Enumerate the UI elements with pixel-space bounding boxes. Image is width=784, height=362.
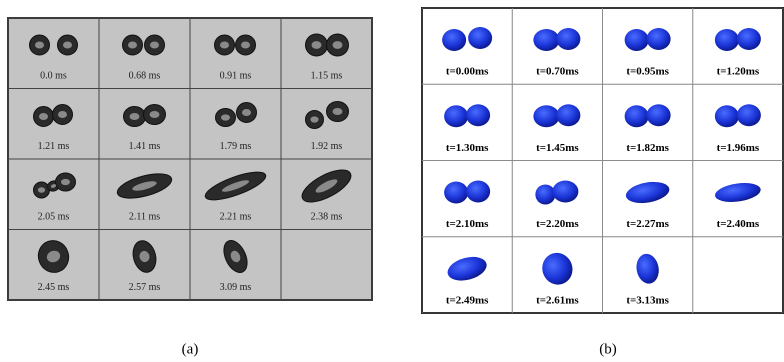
time-label: t=2.61ms	[536, 294, 579, 306]
droplet-highlight	[35, 42, 44, 49]
time-label: 2.38 ms	[311, 211, 343, 222]
droplet-render	[715, 29, 739, 51]
time-label: t=0.70ms	[536, 66, 579, 78]
droplet-highlight	[150, 42, 159, 49]
droplet-highlight	[333, 41, 343, 49]
time-label: 2.57 ms	[129, 282, 161, 293]
time-label: 2.11 ms	[129, 211, 160, 222]
time-label: t=3.13ms	[626, 294, 669, 306]
time-label: 1.41 ms	[129, 141, 161, 152]
droplet-render	[533, 105, 559, 127]
droplet-highlight	[242, 109, 251, 116]
time-label: t=2.10ms	[446, 218, 489, 230]
time-label: t=1.82ms	[626, 142, 669, 154]
time-label: 1.79 ms	[220, 141, 252, 152]
droplet-highlight	[221, 114, 230, 120]
droplet-highlight	[38, 187, 45, 193]
droplet-render	[737, 104, 761, 126]
droplet-highlight	[61, 179, 70, 185]
droplet-render	[533, 29, 559, 51]
droplet-render	[468, 27, 492, 49]
time-label: 0.68 ms	[129, 70, 161, 81]
droplet-highlight	[130, 113, 140, 120]
droplet-render	[552, 181, 578, 203]
time-label: 0.91 ms	[220, 70, 252, 81]
time-label: t=2.49ms	[446, 294, 489, 306]
time-label: 3.09 ms	[220, 282, 252, 293]
caption-a: (a)	[182, 341, 199, 357]
caption-b: (b)	[599, 341, 617, 357]
time-label: 1.92 ms	[311, 141, 343, 152]
time-label: 2.05 ms	[38, 211, 70, 222]
droplet-render	[647, 28, 671, 50]
droplet-render	[625, 105, 649, 127]
droplet-render	[647, 104, 671, 126]
time-label: t=2.40ms	[717, 218, 760, 230]
time-label: t=2.27ms	[626, 218, 669, 230]
time-label: t=1.45ms	[536, 142, 579, 154]
droplet-highlight	[312, 41, 322, 49]
droplet-highlight	[150, 111, 160, 118]
droplet-render	[466, 104, 490, 126]
droplet-render	[556, 104, 580, 126]
time-label: 0.0 ms	[40, 70, 67, 81]
droplet-highlight	[58, 111, 67, 118]
droplet-highlight	[220, 42, 229, 49]
droplet-highlight	[333, 108, 343, 115]
droplet-render	[466, 181, 490, 203]
time-label: t=1.96ms	[717, 142, 760, 154]
time-label: t=2.20ms	[536, 218, 579, 230]
time-label: 1.21 ms	[38, 141, 70, 152]
time-label: t=0.00ms	[446, 66, 489, 78]
droplet-render	[535, 185, 555, 205]
droplet-highlight	[63, 42, 72, 49]
time-label: t=1.30ms	[446, 142, 489, 154]
time-label: 2.21 ms	[220, 211, 252, 222]
droplet-highlight	[241, 42, 250, 49]
droplet-highlight	[128, 42, 137, 49]
time-label: 1.15 ms	[311, 70, 343, 81]
droplet-render	[625, 29, 649, 51]
droplet-render	[444, 105, 468, 127]
droplet-render	[737, 28, 761, 50]
droplet-render	[444, 182, 468, 204]
droplet-render	[442, 29, 466, 51]
figure: 0.0 ms 0.68 ms 0.91 ms 1.15 ms 1.21 ms 1.41 m…	[0, 0, 784, 362]
droplet-highlight	[310, 116, 318, 122]
droplet-render	[556, 28, 580, 50]
droplet-render	[715, 105, 739, 127]
time-label: t=1.20ms	[717, 66, 760, 78]
droplet-highlight	[39, 113, 48, 120]
time-label: 2.45 ms	[38, 282, 70, 293]
time-label: t=0.95ms	[626, 66, 669, 78]
